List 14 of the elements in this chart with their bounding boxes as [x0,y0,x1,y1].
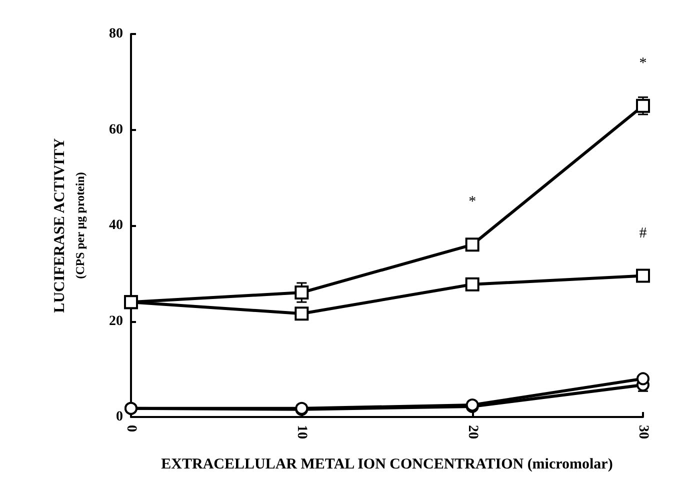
y-tick-label: 80 [109,26,123,42]
x-tick-label: 20 [464,425,480,439]
y-axis-title: LUCIFERASE ACTIVITY (CPS per µg protein) [52,138,87,313]
data-label: * [468,194,476,210]
x-tick-label: 30 [636,425,650,439]
y-tick-label: 0 [116,410,123,424]
data-label: * [639,55,647,72]
y-tick-label: 40 [109,218,123,233]
data-label: # [639,225,648,242]
y-tick-label: 60 [109,122,123,138]
x-tick-label: 0 [124,425,138,432]
x-tick-label: 10 [294,425,310,439]
x-axis-title: EXTRACELLULAR METAL ION CONCENTRATION (micromolar) [161,456,613,472]
y-tick-label: 20 [109,314,123,329]
